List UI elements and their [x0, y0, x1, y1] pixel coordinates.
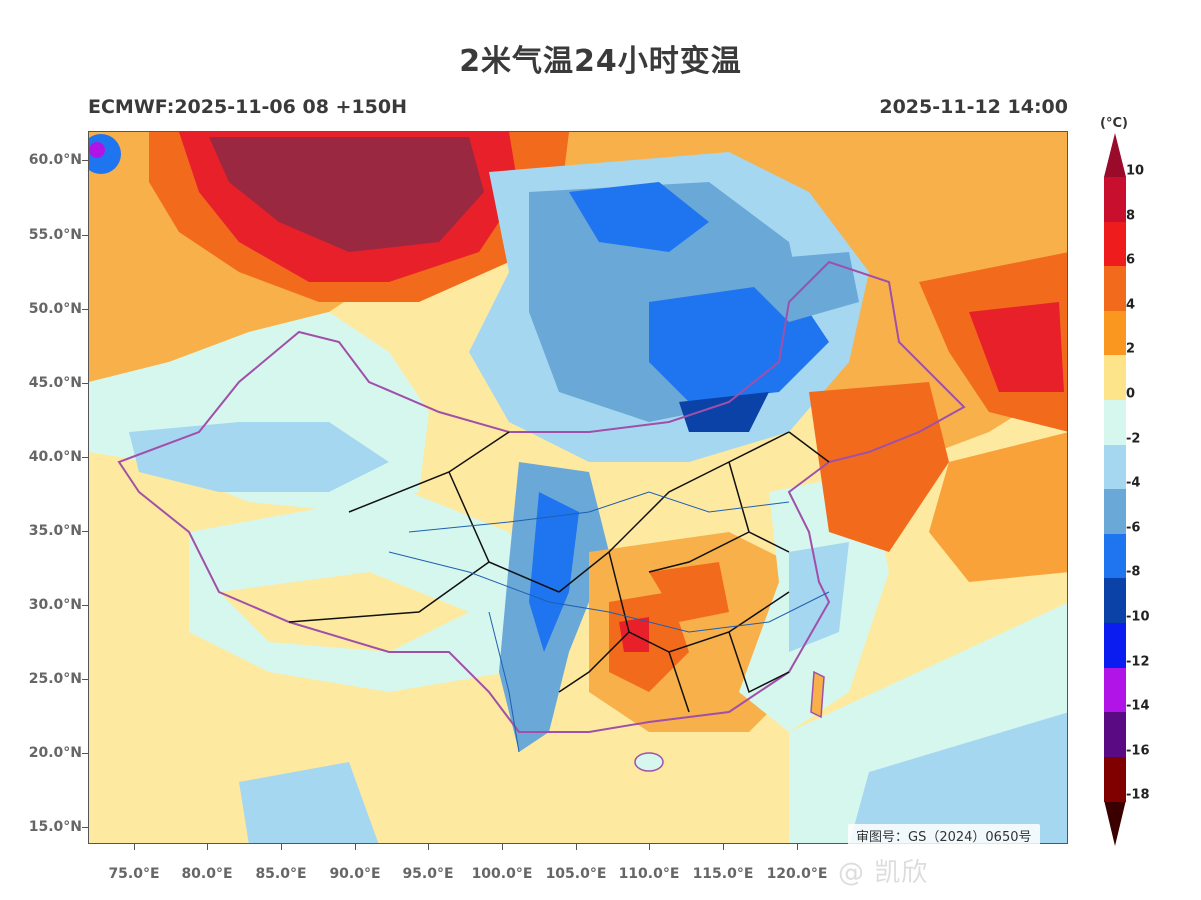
- x-tick: [797, 844, 798, 850]
- valid-time-label: 2025-11-12 14:00: [879, 96, 1068, 118]
- colorbar-segment: [1104, 444, 1126, 490]
- map-frame[interactable]: [88, 131, 1068, 844]
- x-tick: [723, 844, 724, 850]
- y-axis-label: 45.0°N: [28, 375, 82, 391]
- y-axis-label: 15.0°N: [28, 819, 82, 835]
- x-axis-label: 95.0°E: [402, 866, 454, 882]
- colorbar-segment: [1104, 266, 1126, 312]
- colorbar-label: 2: [1126, 341, 1136, 357]
- colorbar-unit: (°C): [1100, 116, 1128, 131]
- colorbar-label: -16: [1126, 743, 1150, 759]
- y-tick: [82, 383, 88, 384]
- colorbar-label: 4: [1126, 297, 1136, 313]
- colorbar-label: -4: [1126, 475, 1141, 491]
- y-axis-label: 55.0°N: [28, 227, 82, 243]
- x-axis-label: 80.0°E: [181, 866, 233, 882]
- watermark: @ 凯欣: [838, 858, 929, 888]
- model-run-label: ECMWF:2025-11-06 08 +150H: [88, 96, 408, 118]
- x-axis-label: 100.0°E: [471, 866, 533, 882]
- colorbar-label: -8: [1126, 564, 1141, 580]
- y-axis-label: 60.0°N: [28, 152, 82, 168]
- colorbar-top-arrow: [1104, 133, 1126, 177]
- x-tick: [649, 844, 650, 850]
- colorbar-segment: [1104, 756, 1126, 802]
- y-axis-label: 20.0°N: [28, 745, 82, 761]
- colorbar-label: -18: [1126, 787, 1150, 803]
- x-tick: [207, 844, 208, 850]
- y-tick: [82, 531, 88, 532]
- colorbar-label: -2: [1126, 431, 1141, 447]
- y-tick: [82, 457, 88, 458]
- y-tick: [82, 679, 88, 680]
- chart-title: 2米气温24小时变温: [459, 44, 742, 79]
- colorbar-segment: [1104, 533, 1126, 579]
- colorbar-segment: [1104, 667, 1126, 713]
- x-axis-label: 120.0°E: [766, 866, 828, 882]
- colorbar-segment: [1104, 177, 1126, 223]
- map-approval-number: 审图号：GS（2024）0650号: [848, 824, 1040, 847]
- x-tick: [134, 844, 135, 850]
- colorbar-label: 8: [1126, 208, 1136, 224]
- colorbar-label: -12: [1126, 654, 1150, 670]
- y-tick: [82, 160, 88, 161]
- y-tick: [82, 605, 88, 606]
- colorbar-label: -14: [1126, 698, 1150, 714]
- x-tick: [281, 844, 282, 850]
- colorbar-segment: [1104, 712, 1126, 758]
- x-axis-label: 90.0°E: [329, 866, 381, 882]
- x-axis-label: 105.0°E: [545, 866, 607, 882]
- y-axis-label: 30.0°N: [28, 597, 82, 613]
- x-tick: [355, 844, 356, 850]
- y-tick: [82, 309, 88, 310]
- colorbar-segment: [1104, 400, 1126, 446]
- temperature-change-map: [89, 132, 1067, 843]
- y-axis-label: 50.0°N: [28, 301, 82, 317]
- x-axis-label: 75.0°E: [108, 866, 160, 882]
- x-axis-label: 115.0°E: [692, 866, 754, 882]
- colorbar-label: -10: [1126, 609, 1150, 625]
- colorbar-segment: [1104, 489, 1126, 535]
- y-axis-label: 35.0°N: [28, 523, 82, 539]
- colorbar-segment: [1104, 578, 1126, 624]
- x-tick: [576, 844, 577, 850]
- x-tick: [502, 844, 503, 850]
- y-axis-label: 40.0°N: [28, 449, 82, 465]
- colorbar-segment: [1104, 310, 1126, 356]
- colorbar-label: 10: [1126, 163, 1145, 179]
- colorbar-label: -6: [1126, 520, 1141, 536]
- colorbar-segment: [1104, 623, 1126, 669]
- x-tick: [428, 844, 429, 850]
- x-axis-label: 85.0°E: [255, 866, 307, 882]
- y-axis-label: 25.0°N: [28, 671, 82, 687]
- colorbar-label: 6: [1126, 252, 1136, 268]
- y-tick: [82, 827, 88, 828]
- colorbar-segment: [1104, 355, 1126, 401]
- y-tick: [82, 235, 88, 236]
- colorbar-label: 0: [1126, 386, 1136, 402]
- colorbar-segment: [1104, 221, 1126, 267]
- colorbar-bottom-arrow: [1104, 800, 1126, 846]
- y-tick: [82, 753, 88, 754]
- x-axis-label: 110.0°E: [618, 866, 680, 882]
